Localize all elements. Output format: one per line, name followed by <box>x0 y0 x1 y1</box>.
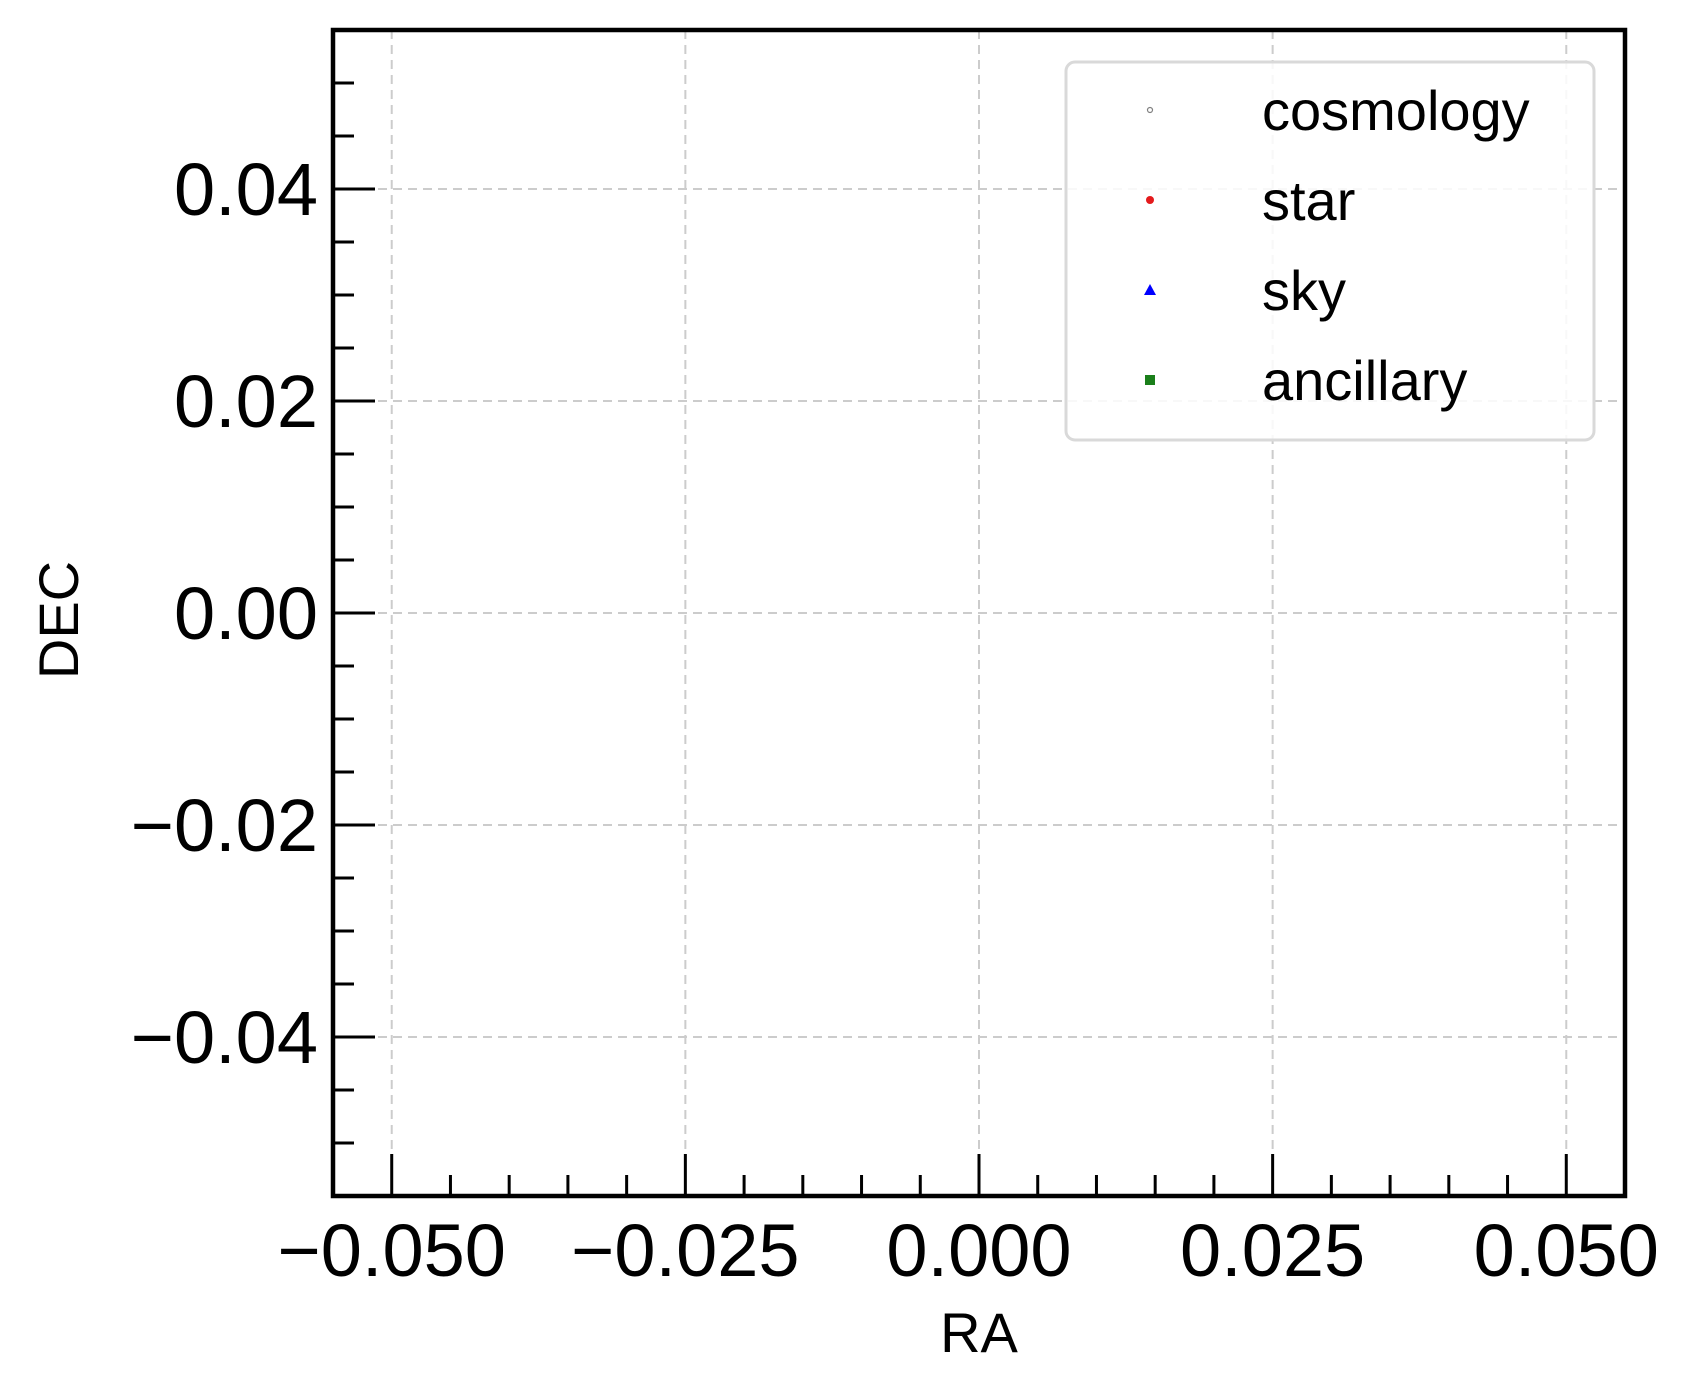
legend-label: sky <box>1262 259 1346 322</box>
y-tick-label: −0.02 <box>131 784 318 867</box>
legend: cosmology star sky ancillary <box>1064 60 1596 442</box>
legend-entry: ancillary <box>1145 349 1467 412</box>
legend-entry: star <box>1146 169 1355 232</box>
legend-entry: sky <box>1144 259 1346 322</box>
axis-ticks <box>333 81 1568 1196</box>
x-tick-label: −0.025 <box>571 1209 799 1292</box>
legend-box <box>1064 60 1596 442</box>
legend-marker <box>1146 106 1154 114</box>
legend-label: star <box>1262 169 1355 232</box>
legend-marker <box>1144 284 1156 295</box>
legend-label: cosmology <box>1262 79 1530 142</box>
x-tick-label: 0.050 <box>1474 1209 1659 1292</box>
y-tick-label: −0.04 <box>131 996 318 1079</box>
y-tick-label: 0.00 <box>174 572 318 655</box>
y-tick-label: 0.04 <box>174 148 318 231</box>
legend-label: ancillary <box>1262 349 1467 412</box>
x-tick-labels: −0.050 −0.025 0.000 0.025 0.050 <box>278 1209 1659 1292</box>
legend-marker <box>1145 375 1155 385</box>
legend-entry: cosmology <box>1146 79 1530 142</box>
grid <box>333 30 1625 1196</box>
y-axis-title: DEC <box>27 561 90 679</box>
y-tick-labels: −0.04 −0.02 0.00 0.02 0.04 <box>131 148 318 1079</box>
legend-marker <box>1146 196 1154 204</box>
x-axis-title: RA <box>940 1301 1018 1364</box>
x-tick-label: 0.025 <box>1180 1209 1365 1292</box>
x-tick-label: −0.050 <box>278 1209 506 1292</box>
y-tick-label: 0.02 <box>174 360 318 443</box>
x-tick-label: 0.000 <box>886 1209 1071 1292</box>
